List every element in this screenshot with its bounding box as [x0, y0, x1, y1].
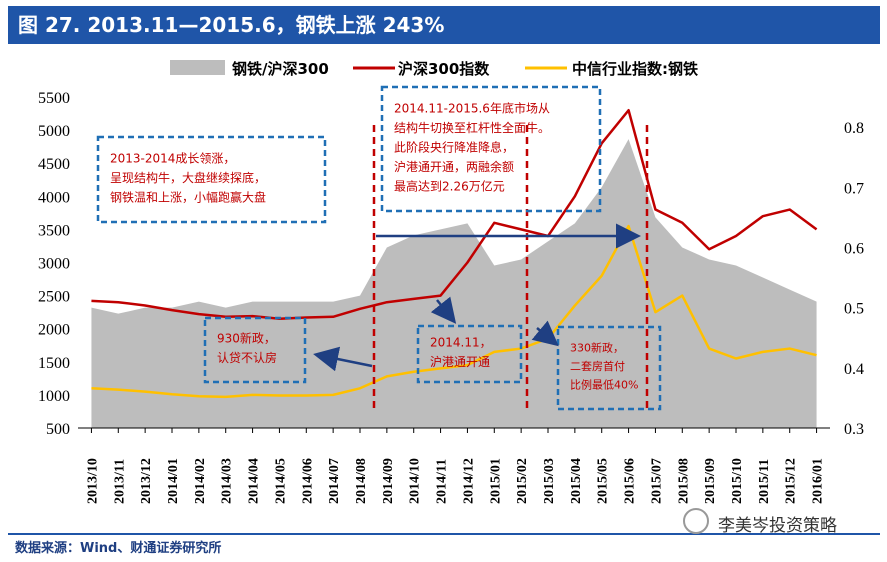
left-tick-label: 2000 — [38, 322, 70, 339]
x-tick-label: 2014/02 — [193, 458, 208, 504]
x-tick-label: 2015/07 — [649, 458, 664, 504]
arrow-hk-connect — [430, 296, 457, 324]
arrow-330 — [531, 320, 559, 347]
chart-title-bar: 图 27. 2013.11—2015.6，钢铁上涨 243% — [8, 6, 880, 44]
x-tick-label: 2014/11 — [435, 459, 450, 504]
x-tick-label: 2014/05 — [273, 458, 288, 504]
x-tick-label: 2015/02 — [515, 458, 530, 504]
left-tick-label: 4000 — [38, 189, 70, 206]
x-tick-label: 2015/09 — [703, 458, 718, 504]
x-tick-label: 2015/10 — [730, 458, 745, 504]
watermark: 李美岑投资策略 — [718, 516, 837, 536]
x-tick-label: 2014/07 — [327, 458, 342, 504]
line-steel-index — [91, 224, 817, 399]
x-tick-label: 2015/06 — [623, 458, 638, 504]
left-tick-label: 2500 — [38, 289, 70, 306]
x-tick-label: 2014/10 — [408, 458, 423, 504]
x-tick-label: 2014/06 — [300, 458, 315, 504]
annotation-2014-2015-text: 此阶段央行降准降息， — [394, 139, 514, 154]
annotation-2014-2015-text: 结构牛切换至杠杆性全面牛。 — [394, 120, 550, 135]
x-tick-label: 2015/08 — [676, 458, 691, 504]
annotation-930-text: 认贷不认房 — [217, 350, 277, 365]
right-tick-label: 0.6 — [844, 240, 864, 257]
annotation-2013-2014-text: 2013-2014成长领涨， — [110, 150, 235, 165]
annotation-hk-connect-box — [416, 324, 523, 384]
x-tick-label: 2014/12 — [461, 458, 476, 504]
right-tick-label: 0.7 — [844, 180, 864, 197]
x-tick-label: 2014/01 — [166, 458, 181, 504]
x-tick-label: 2014/04 — [247, 458, 262, 504]
wechat-icon — [683, 508, 709, 534]
annotation-330-text: 二套房首付 — [570, 359, 625, 373]
x-tick-label: 2015/12 — [784, 458, 799, 504]
legend-label-ratio: 钢铁/沪深300 — [232, 60, 329, 78]
footer-divider — [8, 533, 880, 535]
annotation-2013-2014-text: 钢铁温和上涨，小幅跑赢大盘 — [110, 189, 266, 204]
left-tick-label: 1500 — [38, 355, 70, 372]
annotation-330-box — [556, 325, 662, 411]
x-tick-label: 2014/08 — [354, 458, 369, 504]
x-tick-label: 2016/01 — [811, 458, 826, 504]
left-tick-label: 3500 — [38, 222, 70, 239]
left-tick-label: 5000 — [38, 123, 70, 140]
x-tick-label: 2013/11 — [112, 459, 127, 504]
left-tick-label: 5500 — [38, 90, 70, 107]
right-tick-label: 0.4 — [844, 361, 864, 378]
left-tick-label: 3000 — [38, 256, 70, 273]
x-tick-label: 2015/01 — [488, 458, 503, 504]
data-source: 数据来源：Wind、财通证券研究所 — [15, 541, 222, 556]
annotation-2014-2015-box — [380, 85, 602, 213]
annotation-330-text: 比例最低40% — [570, 377, 638, 391]
annotation-2014-2015-text: 最高达到2.26万亿元 — [394, 178, 505, 193]
left-tick-label: 500 — [46, 421, 70, 438]
right-tick-label: 0.8 — [844, 120, 864, 137]
line-hs300 — [91, 108, 818, 321]
x-tick-label: 2014/03 — [220, 458, 235, 504]
legend-label-hs300: 沪深300指数 — [398, 60, 490, 78]
x-tick-label: 2014/09 — [381, 458, 396, 504]
annotation-2013-2014-box — [96, 135, 327, 224]
x-tick-label: 2013/12 — [139, 458, 154, 504]
left-tick-label: 4500 — [38, 156, 70, 173]
annotation-2014-2015-text: 沪港通开通，两融余额 — [394, 159, 514, 174]
annotation-930-box — [203, 316, 307, 384]
x-tick-label: 2013/10 — [85, 458, 100, 504]
annotation-2014-2015-text: 2014.11-2015.6年底市场从 — [394, 100, 550, 115]
right-tick-label: 0.5 — [844, 301, 864, 318]
chart-title: 图 27. 2013.11—2015.6，钢铁上涨 243% — [18, 13, 445, 37]
x-tick-label: 2015/05 — [596, 458, 611, 504]
x-tick-label: 2015/11 — [757, 459, 772, 504]
arrow-930 — [313, 346, 373, 372]
legend-label-steel: 中信行业指数:钢铁 — [572, 60, 698, 78]
left-tick-label: 1000 — [38, 388, 70, 405]
annotation-2013-2014-text: 呈现结构牛，大盘继续探底， — [110, 170, 266, 185]
right-tick-label: 0.3 — [844, 421, 864, 438]
annotation-hk-connect-text: 2014.11， — [430, 336, 492, 350]
legend-swatch-area — [170, 60, 225, 75]
x-tick-label: 2015/04 — [569, 458, 584, 504]
annotation-hk-connect-text: 沪港通开通 — [430, 355, 490, 369]
x-tick-label: 2015/03 — [542, 458, 557, 504]
annotation-930-text: 930新政， — [217, 331, 276, 346]
annotation-330-text: 330新政， — [570, 340, 624, 354]
area-steel-hs300-ratio — [91, 139, 817, 429]
